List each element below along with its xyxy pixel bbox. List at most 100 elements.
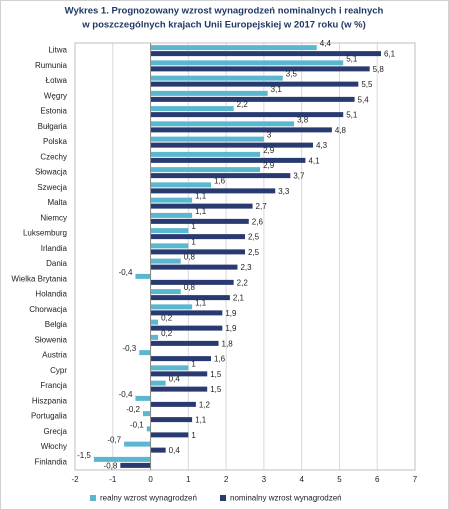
bar	[120, 462, 151, 468]
data-label: 2,1	[233, 294, 245, 303]
y-tick-label: Łotwa	[46, 76, 68, 85]
data-label: 3,8	[297, 115, 309, 124]
data-label: 0,8	[184, 283, 196, 292]
bar	[150, 45, 317, 51]
bar	[150, 386, 208, 392]
x-tick-label: -2	[71, 475, 79, 484]
legend-swatch	[220, 495, 226, 501]
bar	[150, 432, 189, 438]
bar	[150, 212, 193, 218]
bar	[150, 334, 159, 340]
legend-swatch	[90, 495, 96, 501]
bar	[150, 151, 261, 157]
data-label: 6,1	[384, 50, 396, 59]
bar	[150, 106, 234, 112]
bar	[150, 188, 276, 194]
plot-area	[74, 42, 416, 471]
bar	[150, 295, 230, 301]
bar	[150, 228, 189, 234]
bar	[150, 325, 223, 331]
y-tick-label: Irlandia	[41, 244, 68, 253]
bar	[150, 401, 196, 407]
y-tick-label: Wielka Brytania	[11, 274, 67, 283]
data-label: -0,1	[130, 420, 144, 429]
data-label: 1,9	[225, 309, 237, 318]
bar	[139, 350, 151, 356]
data-label: 2,5	[248, 248, 260, 257]
y-tick-label: Słowacja	[35, 168, 68, 177]
y-tick-label: Rumunia	[35, 61, 68, 70]
data-label: 3,7	[293, 172, 305, 181]
y-tick-label: Chorwacja	[29, 305, 67, 314]
chart-title: Wykres 1. Prognozowany wzrost wynagrodze…	[65, 6, 384, 17]
data-label: 5,5	[361, 80, 373, 89]
data-label: 2,7	[256, 202, 268, 211]
data-label: 1,1	[195, 207, 207, 216]
bar	[150, 243, 189, 249]
data-label: 1,6	[214, 355, 226, 364]
bar	[150, 75, 283, 81]
data-label: 1	[191, 359, 196, 368]
y-tick-label: Szwecja	[37, 183, 67, 192]
y-tick-label: Malta	[47, 198, 67, 207]
bar	[150, 365, 189, 371]
y-tick-label: Austria	[42, 351, 67, 360]
bar	[150, 173, 291, 179]
data-label: -0,4	[119, 390, 133, 399]
bar	[150, 264, 238, 270]
bar	[135, 273, 151, 279]
data-label: 4,4	[320, 39, 332, 48]
bar	[143, 411, 151, 417]
bar	[150, 51, 381, 57]
legend-label: nominalny wzrost wynagrodzeń	[230, 494, 342, 503]
y-tick-label: Cypr	[50, 366, 67, 375]
bar	[150, 182, 211, 188]
data-label: -0,2	[126, 405, 140, 414]
y-tick-label: Czechy	[40, 152, 67, 161]
y-tick-label: Holandia	[35, 290, 67, 299]
y-tick-label: Niemcy	[40, 213, 67, 222]
y-tick-label: Bułgaria	[38, 122, 68, 131]
bar	[150, 203, 253, 209]
data-label: 2,6	[252, 217, 264, 226]
data-label: 5,1	[346, 111, 358, 120]
x-tick-label: 7	[413, 475, 418, 484]
data-label: 1,5	[210, 385, 222, 394]
data-label: -0,8	[104, 461, 118, 470]
y-tick-label: Francja	[40, 381, 67, 390]
data-label: 5,8	[373, 65, 385, 74]
x-tick-label: 1	[186, 475, 191, 484]
data-label: 1,1	[195, 298, 207, 307]
data-label: 5,1	[346, 54, 358, 63]
bar	[150, 90, 268, 96]
data-label: 1,5	[210, 370, 222, 379]
bar	[150, 127, 332, 133]
bar	[150, 289, 181, 295]
data-label: 0,2	[161, 329, 173, 338]
bar	[150, 417, 193, 423]
y-tick-label: Włochy	[41, 442, 67, 451]
bar	[150, 60, 344, 66]
y-tick-label: Słowenia	[35, 335, 68, 344]
data-label: 0,4	[169, 446, 181, 455]
bar	[150, 319, 159, 325]
bar	[135, 395, 151, 401]
x-tick-label: -1	[109, 475, 117, 484]
y-tick-label: Dania	[46, 259, 67, 268]
x-tick-label: 0	[148, 475, 153, 484]
data-label: 1,2	[199, 400, 211, 409]
data-label: 2,3	[240, 263, 252, 272]
data-label: 2,9	[263, 146, 275, 155]
y-tick-label: Litwa	[48, 46, 67, 55]
x-tick-label: 6	[375, 475, 380, 484]
bar	[150, 234, 245, 240]
bar	[150, 310, 223, 316]
x-tick-label: 2	[224, 475, 229, 484]
data-label: 1,9	[225, 324, 237, 333]
bar	[150, 121, 295, 127]
bar	[150, 112, 344, 118]
bar	[150, 96, 355, 102]
y-tick-label: Finlandia	[35, 457, 68, 466]
bar	[150, 304, 193, 310]
bar	[150, 66, 370, 72]
